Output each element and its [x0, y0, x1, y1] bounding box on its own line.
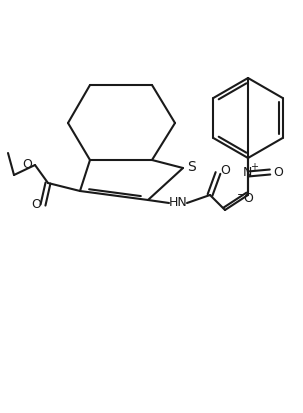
- Text: O: O: [243, 192, 253, 206]
- Text: S: S: [187, 160, 195, 174]
- Text: HN: HN: [169, 195, 187, 209]
- Text: −: −: [237, 190, 247, 200]
- Text: N: N: [242, 166, 252, 180]
- Text: O: O: [273, 166, 283, 178]
- Text: +: +: [250, 162, 258, 172]
- Text: O: O: [31, 197, 41, 211]
- Text: O: O: [220, 164, 230, 178]
- Text: O: O: [22, 159, 32, 171]
